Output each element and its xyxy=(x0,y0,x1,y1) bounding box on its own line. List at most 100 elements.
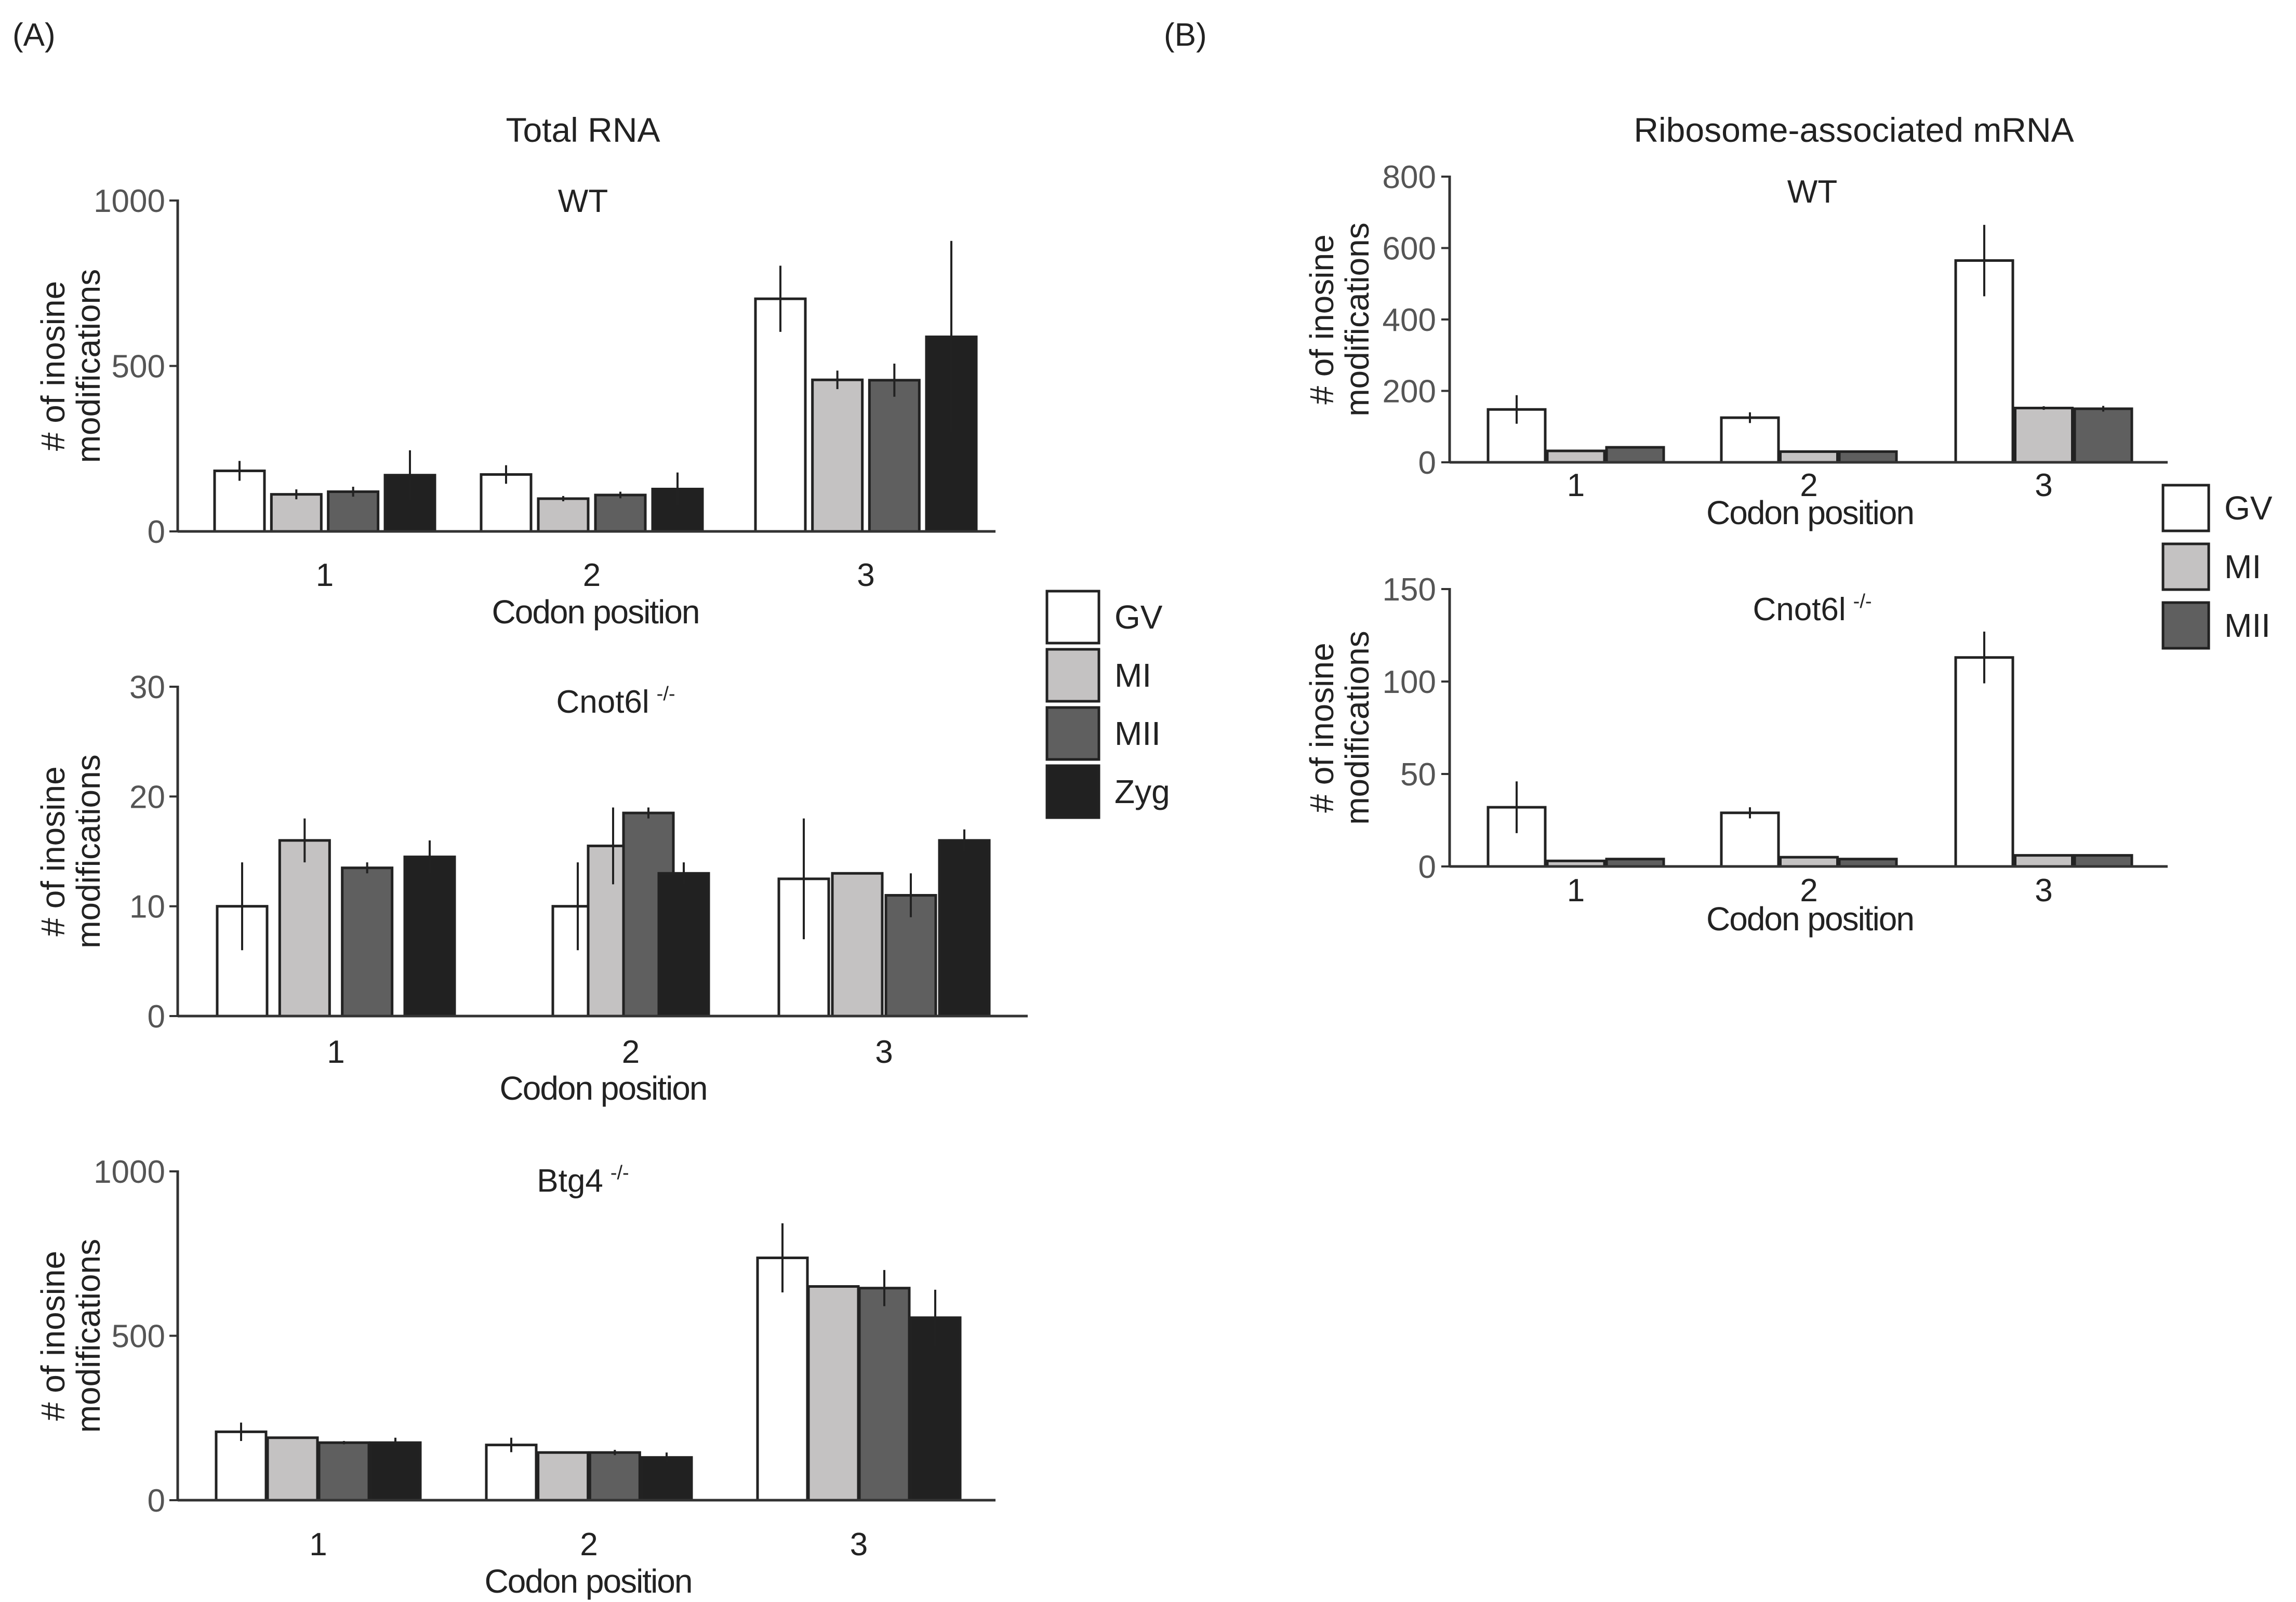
bar-mi-codon-3 xyxy=(807,1285,860,1502)
bar-gv-codon-3 xyxy=(756,1256,809,1502)
x-axis-label: Codon position xyxy=(492,593,699,631)
x-tick-label: 1 xyxy=(1567,873,1585,909)
bar-gv-codon-3 xyxy=(1954,656,2014,868)
y-tick-label: 0 xyxy=(1418,849,1436,885)
x-tick-label: 2 xyxy=(622,1034,640,1070)
bar-mii-codon-3 xyxy=(868,379,921,533)
legend-swatch-gv xyxy=(1045,590,1100,645)
bar-mi-codon-1 xyxy=(270,493,323,533)
x-axis-label: Codon position xyxy=(1706,494,1914,531)
x-tick-label: 1 xyxy=(309,1527,327,1563)
x-tick-label: 3 xyxy=(2035,468,2052,503)
y-axis-label-line-2: modifications xyxy=(1338,222,1376,417)
panel-a-title: Total RNA xyxy=(506,111,660,149)
y-tick-label: 1000 xyxy=(94,183,165,219)
bar-mii-codon-1 xyxy=(1605,446,1665,464)
y-tick-label: 0 xyxy=(148,999,165,1035)
bar-mi-codon-1 xyxy=(266,1436,319,1502)
panel-b-title: Ribosome-associated mRNA xyxy=(1634,111,2074,149)
y-tick-label: 150 xyxy=(1383,572,1436,608)
x-tick-label: 2 xyxy=(1800,873,1817,909)
bar-mii-codon-3 xyxy=(858,1287,911,1502)
y-axis-label-line-1: # of inosine xyxy=(34,766,72,936)
chart-title-text: Btg4 xyxy=(537,1163,603,1199)
chart-title-text: Cnot6l xyxy=(556,684,649,720)
bar-gv-codon-2 xyxy=(1720,416,1780,464)
y-tick-label: 1000 xyxy=(94,1154,165,1190)
bar-gv-codon-1 xyxy=(213,469,266,533)
y-tick-label: 200 xyxy=(1383,374,1436,410)
x-tick-label: 3 xyxy=(857,557,874,593)
chart-a-wt: 0 500 1000 1 2 3 Codon position # of inosinemod… xyxy=(34,183,996,631)
chart-title: Cnot6l -/- xyxy=(556,683,675,720)
legend-label-mii: MII xyxy=(1114,715,1161,752)
legend-label-gv: GV xyxy=(2224,489,2273,527)
chart-title-superscript: -/- xyxy=(611,1162,629,1184)
y-axis-label-line-2: modifications xyxy=(70,1239,107,1433)
x-tick-label: 1 xyxy=(316,557,334,593)
chart-title: WT xyxy=(1787,174,1837,210)
bar-zyg-codon-1 xyxy=(369,1441,422,1502)
bar-gv-codon-1 xyxy=(215,1430,268,1502)
chart-title-text: WT xyxy=(1787,174,1837,210)
bar-mi-codon-2 xyxy=(537,1451,590,1502)
legend-swatch-mi xyxy=(1045,648,1100,703)
y-tick-label: 0 xyxy=(1418,445,1436,481)
y-axis-label-line-2: modifications xyxy=(1338,631,1376,825)
bar-mii-codon-3 xyxy=(2073,854,2133,868)
chart-a-cnot: 0 10 20 30 1 2 3 Codon position # of inosinemodi… xyxy=(34,670,1028,1107)
bar-mi-codon-2 xyxy=(1779,856,1839,868)
y-tick-label: 800 xyxy=(1383,159,1436,195)
x-tick-label: 3 xyxy=(850,1527,868,1563)
x-tick-label: 3 xyxy=(2035,873,2052,909)
y-tick-label: 500 xyxy=(112,1319,165,1355)
bar-mii-codon-1 xyxy=(341,866,394,1018)
legend-panel-b: GV MI MII xyxy=(2161,484,2273,650)
y-axis-label-line-1: # of inosine xyxy=(1303,643,1341,812)
bar-mi-codon-1 xyxy=(1546,449,1606,464)
legend-label-mi: MI xyxy=(1114,657,1151,694)
y-axis-label-line-1: # of inosine xyxy=(34,1251,72,1421)
legend-swatch-mii xyxy=(1045,706,1100,761)
panel-a-label: (A) xyxy=(12,17,56,53)
bar-gv-codon-2 xyxy=(485,1444,538,1502)
bar-gv-codon-2 xyxy=(1720,811,1780,868)
legend-label-mi: MI xyxy=(2224,548,2261,585)
chart-title: WT xyxy=(558,183,608,219)
bar-mi-codon-2 xyxy=(1779,450,1839,464)
legend-swatch-gv xyxy=(2161,484,2210,532)
x-tick-label: 1 xyxy=(1567,468,1585,503)
x-tick-label: 1 xyxy=(327,1034,344,1070)
bar-zyg-codon-1 xyxy=(403,856,456,1018)
bar-mii-codon-1 xyxy=(317,1441,370,1502)
x-tick-label: 2 xyxy=(583,557,601,593)
chart-title-text: Cnot6l xyxy=(1753,592,1846,628)
legend-swatch-zyg xyxy=(1045,764,1100,819)
y-tick-label: 30 xyxy=(129,670,165,705)
legend-label-zyg: Zyg xyxy=(1114,773,1170,810)
bar-mii-codon-3 xyxy=(2073,407,2133,464)
y-tick-label: 100 xyxy=(1383,664,1436,700)
x-tick-label: 2 xyxy=(1800,468,1817,503)
x-axis-label: Codon position xyxy=(500,1070,707,1107)
y-tick-label: 50 xyxy=(1400,757,1436,793)
chart-title: Btg4 -/- xyxy=(537,1162,629,1199)
legend-label-gv: GV xyxy=(1114,598,1163,636)
y-tick-label: 0 xyxy=(148,1483,165,1519)
chart-title: Cnot6l -/- xyxy=(1753,591,1872,628)
chart-b-wt: 0 200 400 600 800 1 2 3 Codon position # of inosi… xyxy=(1303,159,2168,531)
panel-b-label: (B) xyxy=(1164,17,1207,53)
y-tick-label: 500 xyxy=(112,349,165,385)
x-tick-label: 3 xyxy=(875,1034,893,1070)
bar-mii-codon-2 xyxy=(1838,450,1898,464)
chart-title-superscript: -/- xyxy=(1853,591,1872,612)
bar-mii-codon-2 xyxy=(588,1451,641,1502)
legend-panel-a: GV MI MII Zyg xyxy=(1045,590,1170,819)
y-tick-label: 0 xyxy=(148,514,165,550)
y-tick-label: 400 xyxy=(1383,302,1436,338)
